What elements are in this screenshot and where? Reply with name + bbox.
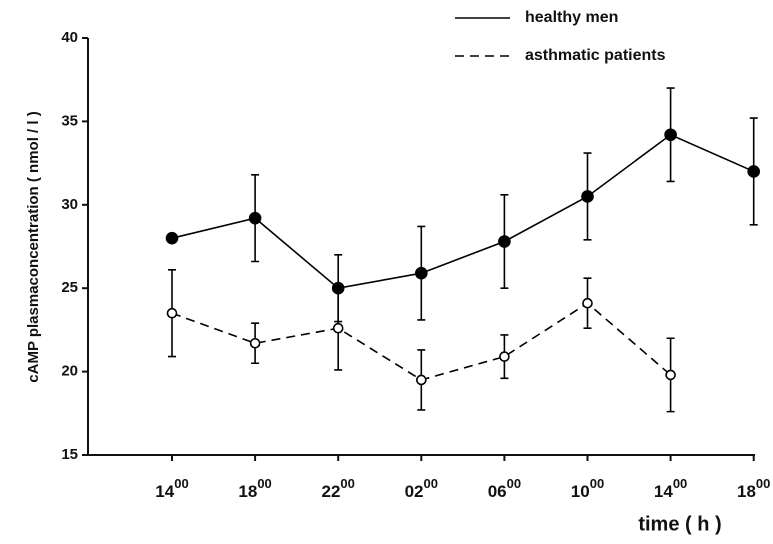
x-tick-label: 0200 <box>405 476 438 501</box>
x-tick-hour: 06 <box>488 482 507 501</box>
y-tick-label: 40 <box>61 29 78 46</box>
series-line <box>171 133 755 290</box>
marker <box>581 190 594 203</box>
x-tick-label: 1800 <box>238 476 271 501</box>
x-tick-minute: 00 <box>174 476 188 491</box>
marker <box>665 369 676 381</box>
x-tick-label: 1400 <box>654 476 687 501</box>
legend-label: healthy men <box>525 9 618 26</box>
x-tick-minute: 00 <box>590 476 604 491</box>
x-axis-label: time ( h ) <box>638 513 721 535</box>
y-tick-label: 15 <box>61 446 78 463</box>
x-tick-hour: 18 <box>238 482 257 501</box>
legend-label: asthmatic patients <box>525 47 666 64</box>
y-tick-label: 30 <box>61 196 78 213</box>
marker <box>166 307 178 319</box>
y-axis-label: cAMP plasmaconcentration ( nmol / l ) <box>25 111 42 382</box>
marker <box>249 337 261 349</box>
x-tick-minute: 00 <box>257 476 271 491</box>
marker <box>582 297 593 309</box>
x-tick-minute: 00 <box>340 476 354 491</box>
y-tick-label: 20 <box>61 363 78 380</box>
marker <box>165 231 179 245</box>
x-tick-label: 1000 <box>571 476 604 501</box>
marker <box>248 211 262 225</box>
x-tick-hour: 14 <box>155 482 174 501</box>
x-tick-label: 1400 <box>155 476 188 501</box>
x-tick-hour: 18 <box>737 482 756 501</box>
x-tick-label: 1800 <box>737 476 770 501</box>
x-tick-hour: 10 <box>571 482 590 501</box>
y-tick-label: 35 <box>61 112 78 129</box>
x-tick-hour: 22 <box>322 482 341 501</box>
marker <box>498 235 511 248</box>
marker <box>747 165 761 178</box>
marker <box>332 322 344 334</box>
x-tick-label: 2200 <box>322 476 355 501</box>
x-tick-minute: 00 <box>424 476 438 491</box>
x-tick-label: 0600 <box>488 476 521 501</box>
marker <box>499 351 510 362</box>
x-tick-minute: 00 <box>673 476 687 491</box>
x-tick-hour: 14 <box>654 482 673 501</box>
x-tick-minute: 00 <box>756 476 770 491</box>
marker <box>414 266 428 280</box>
x-tick-minute: 00 <box>507 476 521 491</box>
y-tick-label: 25 <box>61 279 78 296</box>
marker <box>415 374 427 386</box>
marker <box>664 128 677 142</box>
x-tick-hour: 02 <box>405 482 424 501</box>
